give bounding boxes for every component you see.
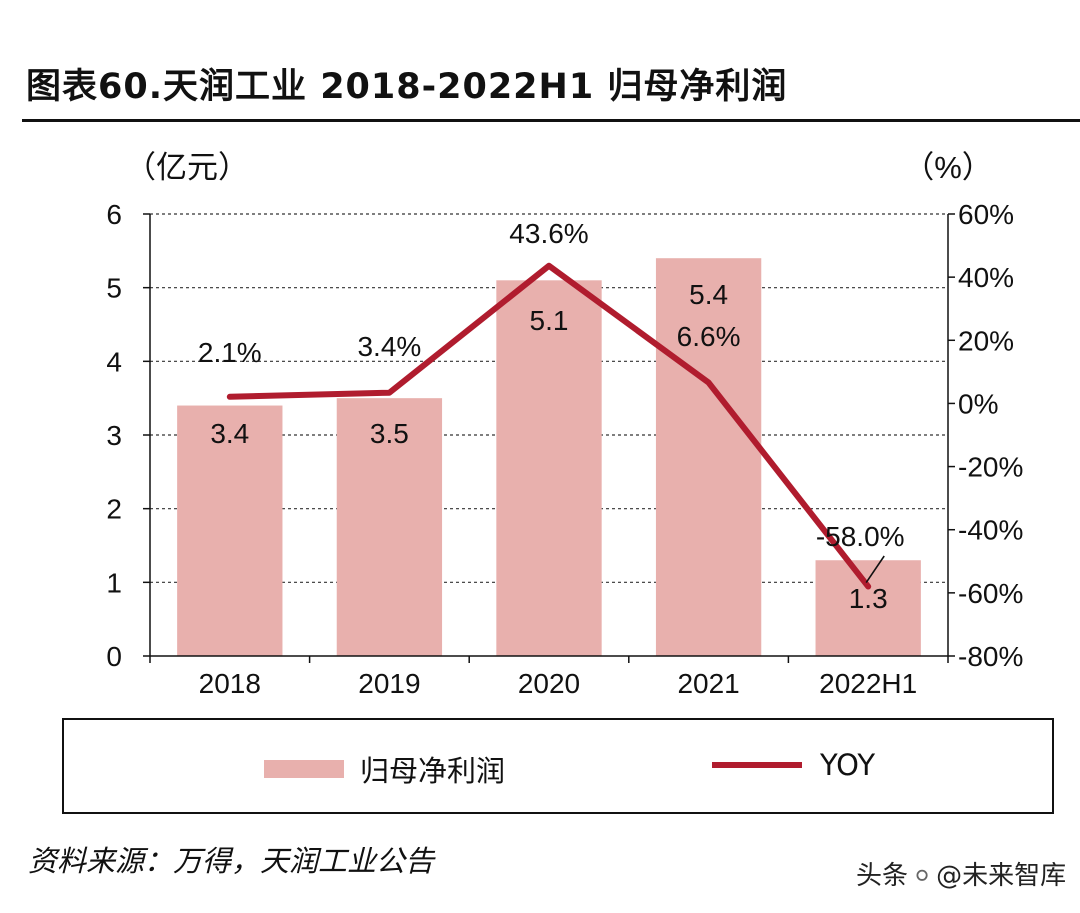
legend-swatch-bar xyxy=(264,760,344,778)
right-tick-label: 40% xyxy=(958,262,1014,293)
watermark-icon: ⚪ xyxy=(912,862,933,890)
bar-value-label: 3.5 xyxy=(370,418,409,449)
legend-swatch-line xyxy=(712,762,802,768)
x-tick-label: 2019 xyxy=(358,668,420,699)
yoy-value-label: 2.1% xyxy=(198,337,262,368)
right-tick-label: 0% xyxy=(958,388,998,419)
yoy-line xyxy=(226,262,872,590)
legend-label-line: YOY xyxy=(820,748,876,782)
legend-item-bar: 归母净利润 xyxy=(264,748,505,790)
yoy-leader-line xyxy=(865,555,885,583)
right-tick-label: 20% xyxy=(958,325,1014,356)
x-tick-label: 2020 xyxy=(518,668,580,699)
yoy-value-label: 3.4% xyxy=(357,331,421,362)
watermark-prefix: 头条 xyxy=(856,861,909,891)
bar-2018 xyxy=(177,405,283,656)
right-tick-label: -80% xyxy=(958,641,1023,672)
chart: 0 1 2 3 4 5 6 -80% -60% -40% -20% 0% 20% 40% 60% 2018 20… xyxy=(106,150,1023,699)
yoy-value-label: 43.6% xyxy=(509,218,588,249)
yoy-value-label: -58.0% xyxy=(816,521,905,552)
left-tick-label: 0 xyxy=(106,641,122,672)
right-tick-label: -20% xyxy=(958,452,1023,483)
x-tick-label: 2018 xyxy=(199,668,261,699)
bar-value-label: 1.3 xyxy=(849,583,888,614)
bar-value-label: 3.4 xyxy=(210,418,249,449)
left-tick-label: 4 xyxy=(106,346,122,377)
x-tick-label: 2021 xyxy=(677,668,739,699)
left-tick-label: 6 xyxy=(106,199,122,230)
yoy-value-label: 6.6% xyxy=(677,321,741,352)
source-note: 资料来源：万得，天润工业公告 xyxy=(28,844,435,878)
bar-value-label: 5.1 xyxy=(530,305,569,336)
x-tick-label: 2022H1 xyxy=(819,668,917,699)
left-axis-unit: （亿元） xyxy=(125,150,249,185)
left-tick-label: 1 xyxy=(106,567,122,598)
bar-2021 xyxy=(655,258,762,656)
bar-2022H1 xyxy=(815,560,921,656)
bar-2020 xyxy=(496,280,602,656)
chart-title: 图表60.天润工业 2018-2022H1 归母净利润 xyxy=(26,67,788,107)
right-tick-label: -40% xyxy=(958,515,1023,546)
title-underline xyxy=(22,119,1080,122)
left-tick-label: 2 xyxy=(106,494,122,525)
bar-2019 xyxy=(336,398,443,656)
left-tick-label: 5 xyxy=(106,273,122,304)
right-axis-unit: （%） xyxy=(903,150,993,185)
legend: 归母净利润 YOY xyxy=(62,718,1054,814)
left-tick-label: 3 xyxy=(106,420,122,451)
watermark-handle: @未来智库 xyxy=(936,861,1067,891)
bar-value-label: 5.4 xyxy=(689,279,728,310)
watermark: 头条 ⚪ @未来智库 xyxy=(856,855,1066,892)
legend-item-line: YOY xyxy=(712,748,875,782)
right-tick-label: -60% xyxy=(958,578,1023,609)
legend-label-bar: 归母净利润 xyxy=(360,754,506,788)
right-tick-label: 60% xyxy=(958,199,1014,230)
